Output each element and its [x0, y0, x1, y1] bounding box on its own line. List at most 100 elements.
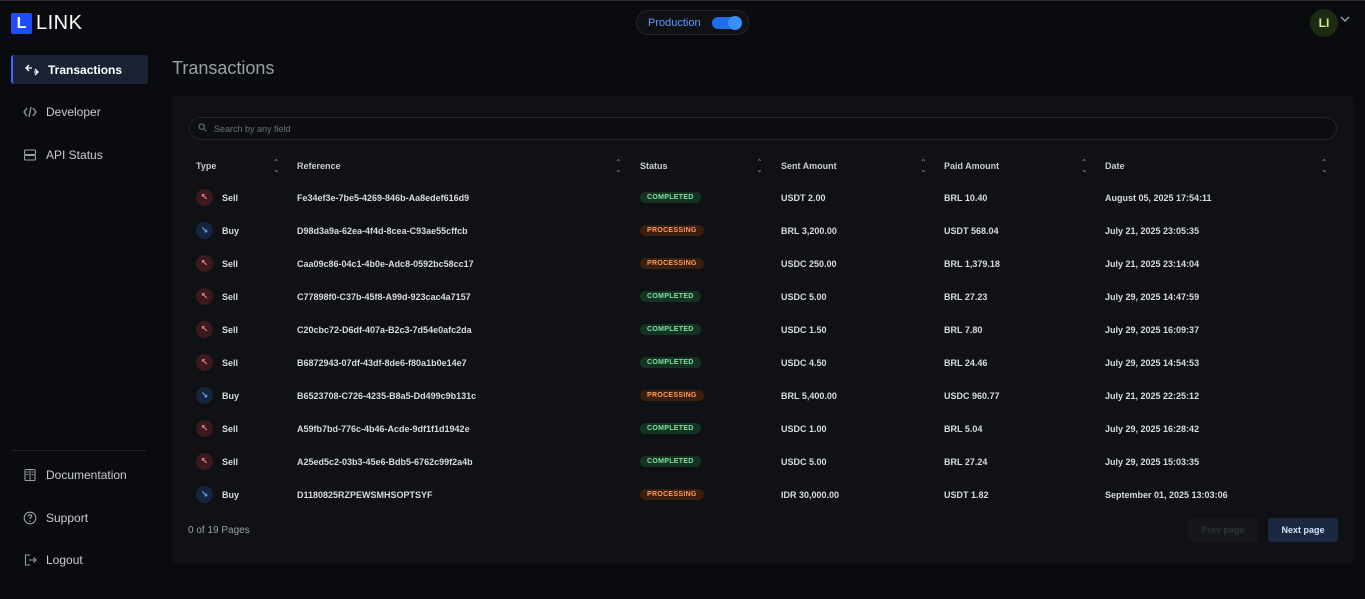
table-header: Type ⌃ ⌄ Reference ⌃ ⌄ Status ⌃ ⌄ Sent Amou…	[189, 156, 1337, 176]
reference-cell: Fe34ef3e-7be5-4269-846b-Aa8edef616d9	[297, 192, 470, 203]
type-label: Sell	[222, 192, 239, 203]
column-header-reference[interactable]: Reference	[297, 161, 341, 171]
type-cell: ↘ Buy	[196, 379, 239, 412]
sidebar-item-developer[interactable]: Developer	[11, 97, 148, 126]
date-cell: July 29, 2025 15:03:35	[1105, 456, 1200, 467]
status-badge: COMPLETED	[640, 324, 701, 335]
paid-amount-cell: USDT 568.04	[944, 225, 999, 236]
status-badge: COMPLETED	[640, 192, 701, 203]
table-row[interactable]: ↖ Sell B6872943-07df-43df-8de6-f80a1b0e14e…	[189, 346, 1337, 379]
sent-amount-cell: USDC 5.00	[781, 291, 827, 302]
paid-amount-cell: USDT 1.82	[944, 489, 989, 500]
sort-icon[interactable]: ⌃ ⌄	[615, 158, 622, 174]
status-badge: PROCESSING	[640, 225, 704, 236]
reference-cell: A59fb7bd-776c-4b46-Acde-9df1f1d1942e	[297, 423, 470, 434]
logout-icon	[23, 553, 37, 567]
page-title: Transactions	[172, 58, 275, 78]
column-header-sent-amount[interactable]: Sent Amount	[781, 161, 837, 171]
environment-switch[interactable]	[712, 16, 742, 30]
type-cell: ↘ Buy	[196, 478, 239, 511]
sent-amount-cell: BRL 3,200.00	[781, 225, 837, 236]
sort-icon[interactable]: ⌃ ⌄	[756, 158, 763, 174]
arrow-up-left-icon: ↖	[196, 189, 213, 206]
avatar[interactable]: LI	[1310, 9, 1338, 37]
sidebar-item-support[interactable]: Support	[11, 503, 148, 532]
column-header-paid-amount[interactable]: Paid Amount	[944, 161, 1000, 171]
column-header-type[interactable]: Type	[196, 161, 217, 171]
table-row[interactable]: ↖ Sell C77898f0-C37b-45f8-A99d-923cac4a715…	[189, 280, 1337, 313]
logo-mark: L	[11, 13, 32, 34]
environment-toggle[interactable]: Production	[636, 10, 749, 35]
status-cell: COMPLETED	[640, 313, 701, 346]
status-badge: COMPLETED	[640, 423, 701, 434]
server-icon	[23, 148, 37, 162]
paid-amount-cell: BRL 27.24	[944, 456, 988, 467]
reference-cell: D1180825RZPEWSMHSOPTSYF	[297, 489, 433, 500]
type-label: Sell	[222, 324, 239, 335]
sidebar-item-logout[interactable]: Logout	[11, 545, 148, 574]
arrow-up-left-icon: ↖	[196, 255, 213, 272]
sort-icon[interactable]: ⌃ ⌄	[1321, 158, 1328, 174]
table-row[interactable]: ↖ Sell A25ed5c2-03b3-45e6-Bdb5-6762c99f2a4…	[189, 445, 1337, 478]
reference-cell: D98d3a9a-62ea-4f4d-8cea-C93ae55cffcb	[297, 225, 468, 236]
reference-cell: B6523708-C726-4235-B8a5-Dd499c9b131c	[297, 390, 477, 401]
book-icon	[23, 468, 37, 482]
type-label: Buy	[222, 225, 240, 236]
type-cell: ↘ Buy	[196, 214, 239, 247]
sidebar-item-documentation[interactable]: Documentation	[11, 460, 148, 489]
paid-amount-cell: BRL 27.23	[944, 291, 988, 302]
table-row[interactable]: ↘ Buy B6523708-C726-4235-B8a5-Dd499c9b131c…	[189, 379, 1337, 412]
reference-cell: B6872943-07df-43df-8de6-f80a1b0e14e7	[297, 357, 467, 368]
type-label: Sell	[222, 423, 239, 434]
prev-page-button[interactable]: Prev page	[1188, 518, 1258, 542]
sidebar-item-transactions[interactable]: Transactions	[11, 55, 148, 84]
app-logo[interactable]: L LINK	[11, 13, 82, 34]
sidebar-item-label: Transactions	[48, 62, 123, 77]
search-input[interactable]	[214, 123, 1314, 134]
type-label: Sell	[222, 357, 239, 368]
paid-amount-cell: BRL 24.46	[944, 357, 988, 368]
reference-cell: C77898f0-C37b-45f8-A99d-923cac4a7157	[297, 291, 471, 302]
status-cell: COMPLETED	[640, 280, 701, 313]
sort-icon[interactable]: ⌃ ⌄	[920, 158, 927, 174]
search-icon	[198, 122, 207, 135]
status-cell: COMPLETED	[640, 346, 701, 379]
status-cell: PROCESSING	[640, 379, 704, 412]
table-row[interactable]: ↘ Buy D98d3a9a-62ea-4f4d-8cea-C93ae55cffcb…	[189, 214, 1337, 247]
type-label: Sell	[222, 456, 239, 467]
next-page-button[interactable]: Next page	[1268, 518, 1338, 542]
column-header-date[interactable]: Date	[1105, 161, 1125, 171]
table-row[interactable]: ↖ Sell A59fb7bd-776c-4b46-Acde-9df1f1d1942…	[189, 412, 1337, 445]
type-label: Sell	[222, 291, 239, 302]
status-cell: PROCESSING	[640, 478, 704, 511]
sent-amount-cell: USDT 2.00	[781, 192, 826, 203]
type-cell: ↖ Sell	[196, 313, 238, 346]
sidebar-item-label: Documentation	[46, 467, 127, 482]
table-row[interactable]: ↘ Buy D1180825RZPEWSMHSOPTSYF PROCESSING IDR…	[189, 478, 1337, 511]
date-cell: August 05, 2025 17:54:11	[1105, 192, 1212, 203]
table-row[interactable]: ↖ Sell Fe34ef3e-7be5-4269-846b-Aa8edef616d…	[189, 181, 1337, 214]
sent-amount-cell: IDR 30,000.00	[781, 489, 840, 500]
sidebar-item-api-status[interactable]: API Status	[11, 140, 148, 169]
paid-amount-cell: BRL 5.04	[944, 423, 983, 434]
status-cell: COMPLETED	[640, 181, 701, 214]
sidebar-item-label: API Status	[46, 147, 103, 162]
sort-icon[interactable]: ⌃ ⌄	[273, 158, 280, 174]
sidebar-item-label: Developer	[46, 104, 101, 119]
top-bar: L LINK Production LI	[0, 0, 1365, 44]
sort-icon[interactable]: ⌃ ⌄	[1081, 158, 1088, 174]
chevron-down-icon[interactable]	[1340, 15, 1350, 26]
status-badge: PROCESSING	[640, 390, 704, 401]
type-cell: ↖ Sell	[196, 412, 238, 445]
search-bar[interactable]	[189, 117, 1337, 140]
logo-text: LINK	[36, 12, 83, 34]
table-row[interactable]: ↖ Sell Caa09c86-04c1-4b0e-Adc8-0592bc58cc1…	[189, 247, 1337, 280]
arrow-down-right-icon: ↘	[196, 387, 213, 404]
sent-amount-cell: USDC 1.50	[781, 324, 827, 335]
reference-cell: C20cbc72-D6df-407a-B2c3-7d54e0afc2da	[297, 324, 472, 335]
status-badge: COMPLETED	[640, 357, 701, 368]
paid-amount-cell: BRL 1,379.18	[944, 258, 1000, 269]
table-row[interactable]: ↖ Sell C20cbc72-D6df-407a-B2c3-7d54e0afc2d…	[189, 313, 1337, 346]
column-header-status[interactable]: Status	[640, 161, 668, 171]
date-cell: July 29, 2025 16:09:37	[1105, 324, 1200, 335]
